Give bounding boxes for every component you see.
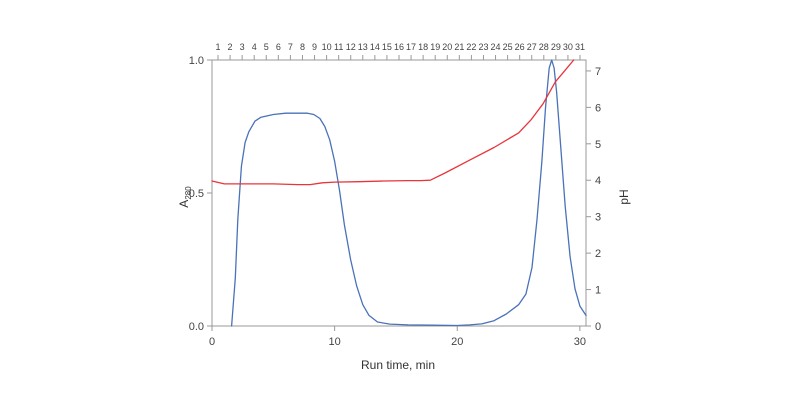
fraction-tick-label: 1 — [215, 42, 220, 52]
fraction-tick-label: 26 — [515, 42, 525, 52]
fraction-tick-label: 7 — [288, 42, 293, 52]
x-tick-label: 0 — [209, 336, 215, 348]
y-right-tick-label: 5 — [595, 139, 601, 151]
fraction-tick-label: 31 — [575, 42, 585, 52]
fraction-tick-label: 5 — [264, 42, 269, 52]
fraction-tick-label: 13 — [358, 42, 368, 52]
y-axis-left-title-sub: 280 — [184, 186, 193, 200]
fraction-tick-label: 27 — [527, 42, 537, 52]
fraction-tick-label: 6 — [276, 42, 281, 52]
fraction-tick-label: 4 — [252, 42, 257, 52]
y-left-tick-label: 0.5 — [189, 188, 204, 200]
x-axis-title: Run time, min — [361, 358, 435, 372]
plot-frame — [211, 59, 587, 327]
fraction-tick-label: 3 — [240, 42, 245, 52]
fraction-tick-label: 29 — [551, 42, 561, 52]
fraction-tick-label: 28 — [539, 42, 549, 52]
x-tick-label: 10 — [328, 336, 340, 348]
y-axis-left-title-main: A — [177, 200, 191, 208]
x-tick-label: 20 — [451, 336, 463, 348]
y-right-tick-label: 4 — [595, 175, 601, 187]
y-axis-left-title: A280 — [177, 186, 193, 208]
fraction-tick-label: 20 — [442, 42, 452, 52]
fraction-tick-label: 16 — [394, 42, 404, 52]
ph-line — [211, 59, 575, 186]
fraction-tick-label: 9 — [312, 42, 317, 52]
y-right-tick-label: 2 — [595, 248, 601, 260]
plot-border — [211, 59, 587, 327]
fraction-tick-label: 17 — [406, 42, 416, 52]
y-right-tick-label: 1 — [595, 285, 601, 297]
x-tick-label: 30 — [574, 336, 586, 348]
fraction-tick-label: 23 — [478, 42, 488, 52]
absorbance-line — [230, 59, 587, 327]
fraction-tick-label: 24 — [491, 42, 501, 52]
y-right-tick-label: 0 — [595, 321, 601, 333]
fraction-tick-label: 30 — [563, 42, 573, 52]
fraction-tick-label: 15 — [382, 42, 392, 52]
fraction-tick-label: 8 — [300, 42, 305, 52]
y-right-tick-label: 6 — [595, 102, 601, 114]
fraction-tick-label: 25 — [503, 42, 513, 52]
y-right-tick-label: 3 — [595, 212, 601, 224]
tick-marks — [207, 55, 591, 331]
y-right-tick-label: 7 — [595, 66, 601, 78]
fraction-tick-label: 22 — [466, 42, 476, 52]
fraction-tick-label: 21 — [454, 42, 464, 52]
fraction-tick-label: 11 — [334, 42, 343, 52]
y-axis-right-title: pH — [617, 189, 631, 204]
data-series — [211, 59, 587, 327]
fraction-tick-label: 18 — [418, 42, 428, 52]
fraction-tick-label: 2 — [228, 42, 233, 52]
y-left-tick-label: 0.0 — [189, 321, 204, 333]
axis-titles: Run time, min A280 pH — [177, 186, 631, 372]
fraction-tick-label: 19 — [430, 42, 440, 52]
y-left-tick-label: 1.0 — [189, 55, 204, 67]
fraction-tick-label: 14 — [370, 42, 380, 52]
fraction-tick-label: 10 — [322, 42, 332, 52]
fraction-tick-label: 12 — [346, 42, 356, 52]
